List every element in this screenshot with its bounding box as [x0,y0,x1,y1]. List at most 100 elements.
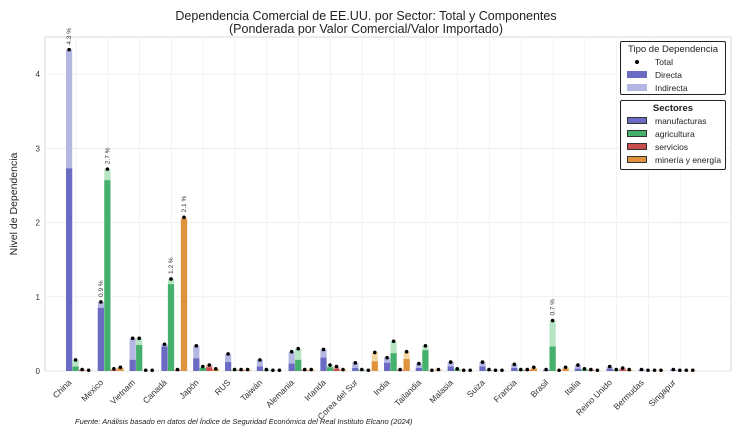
manufacturas-swatch-icon [627,117,647,124]
indirecta-swatch-icon [627,84,647,91]
data-label: 0.9 % [98,280,105,297]
bar-direct-minería [180,218,188,371]
bar-direct-servicios [110,370,117,371]
bar-direct-agricultura [295,359,302,371]
legend-item-directa: Directa [621,68,725,81]
x-tick-label: Tailandia [392,377,423,408]
x-tick-label: Vietnam [108,377,137,406]
bar-direct-servicios [206,367,213,371]
bar-direct-agricultura [136,345,143,371]
x-tick-label: China [51,377,74,400]
bar-direct-minería [371,361,378,371]
total-point [201,364,205,369]
bar-indirect-agricultura [549,320,556,371]
x-tick-label: Italia [562,377,582,397]
x-tick-label: Francia [492,377,519,404]
total-point [226,352,230,356]
bar-direct-manufacturas [66,168,73,371]
bar-indirect-manufacturas [415,363,422,371]
total-point [112,366,116,371]
bar-direct-manufacturas [384,362,391,371]
bar-direct-manufacturas [511,368,518,371]
legend-item-label: minería y energía [655,154,722,165]
bar-direct-manufacturas [288,363,295,371]
total-point [620,366,625,370]
total-point [366,368,371,373]
total-point [67,47,71,52]
x-tick-label: Singapur [646,377,677,408]
legend-item-manufacturas: manufacturas [621,114,725,127]
total-point [512,362,517,367]
total-point [500,368,504,373]
bar-direct-manufacturas [574,368,581,371]
total-point [671,367,676,372]
total-point [436,367,441,372]
legend-item-label: manufacturas [655,115,707,126]
total-point [519,367,523,372]
legend-item-label: Directa [655,69,682,80]
bar-direct-agricultura [549,346,556,371]
bar-direct-minería [403,359,410,371]
bar-direct-servicios [333,368,340,371]
total-point [639,367,644,372]
total-point [245,367,250,372]
total-point [105,167,110,171]
total-point [334,364,339,369]
total-point [563,365,568,370]
bar-direct-manufacturas [129,359,136,371]
total-point [614,367,618,372]
total-point [430,368,434,373]
bar-direct-manufacturas [320,357,327,371]
total-point [678,368,682,373]
bar-direct-manufacturas [447,366,454,371]
total-point [398,367,402,372]
total-point [309,367,314,372]
legend-tipo-title: Tipo de Dependencia [628,44,718,55]
total-point [239,367,243,372]
legend-sectores: Sectores manufacturas agricultura servic… [620,100,726,170]
total-point [684,368,689,373]
bar-indirect-manufacturas [288,351,295,371]
total-point [595,368,600,373]
x-tick-label: Irlanda [302,377,328,403]
legend-item-label: Total [655,56,673,67]
legend-item-agricultura: agricultura [621,127,725,140]
x-tick-label: Taiwán [238,377,264,403]
legend-item-servicios: servicios [621,140,725,153]
legend-item-label: servicios [655,141,689,152]
bar-direct-manufacturas [479,366,486,371]
total-point [544,367,548,372]
total-point [258,358,262,362]
legend-item-total: Total [621,55,725,68]
data-label: 0.7 % [550,299,557,316]
bar-direct-manufacturas [193,358,200,371]
total-point [130,336,135,341]
total-point [86,368,91,373]
total-point [582,366,587,371]
total-point [576,363,580,367]
bar-direct-agricultura [72,366,79,371]
total-point [321,347,326,352]
x-tick-label: Malasia [427,377,455,405]
bar-direct-agricultura [167,284,175,371]
total-point [525,367,530,372]
total-point [627,367,631,372]
total-point [341,367,345,372]
total-point [143,368,148,373]
bar-indirect-manufacturas [511,364,518,371]
bar-direct-agricultura [422,350,429,371]
total-point [232,367,237,372]
total-point [360,367,364,372]
source-note: Fuente: Análisis basado en datos del Índ… [75,417,413,426]
chart-subtitle: (Ponderada por Valor Comercial/Valor Imp… [229,22,503,36]
total-point [391,339,396,344]
total-point [557,368,561,373]
y-tick-label: 3 [36,144,41,153]
bar-indirect-manufacturas [574,365,581,371]
total-point [353,361,358,365]
mineria-swatch-icon [627,156,647,163]
total-point [550,318,555,323]
total-point [175,367,180,372]
bar-indirect-agricultura [72,359,79,371]
